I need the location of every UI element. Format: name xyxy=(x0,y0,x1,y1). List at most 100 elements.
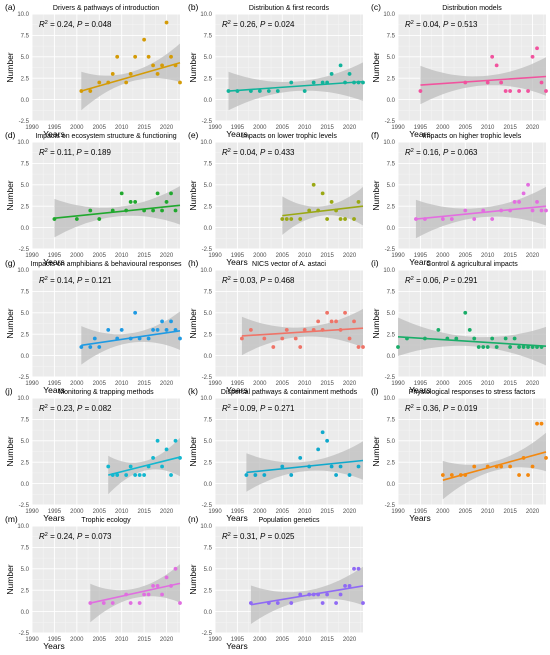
data-point xyxy=(343,217,347,221)
x-tick-label: 1990 xyxy=(25,637,39,643)
y-tick-label: 10.0 xyxy=(200,524,212,530)
x-tick-label: 2000 xyxy=(436,381,450,387)
y-tick-label: 7.5 xyxy=(21,34,30,40)
stats-annotation: R2 = 0.09, P = 0.271 xyxy=(222,404,295,413)
p-symbol: P xyxy=(260,532,266,541)
x-tick-label: 2015 xyxy=(320,509,334,515)
regression-line xyxy=(397,335,547,347)
r2-value: 0.31 xyxy=(240,532,256,541)
p-symbol: P xyxy=(77,20,83,29)
x-axis-label: Years xyxy=(226,513,247,523)
data-point xyxy=(88,89,93,93)
data-point xyxy=(146,336,151,341)
data-point xyxy=(316,447,321,452)
x-tick-label: 2000 xyxy=(253,381,267,387)
data-point xyxy=(539,421,544,426)
data-point xyxy=(128,601,133,605)
x-tick-label: 2015 xyxy=(137,381,151,387)
p-symbol: P xyxy=(77,276,83,285)
data-point xyxy=(347,584,352,588)
data-point xyxy=(128,72,133,76)
x-tick-label: 1990 xyxy=(25,381,39,387)
x-tick-label: 2015 xyxy=(320,637,334,643)
data-point xyxy=(155,328,160,332)
r2-equals: = xyxy=(48,20,57,29)
data-point xyxy=(244,473,249,477)
stats-annotation: R2 = 0.06, P = 0.291 xyxy=(405,276,478,285)
p-equals: = xyxy=(265,20,274,29)
panel-title: Impacts on lower trophic levels xyxy=(241,133,337,140)
stats-separator: , xyxy=(73,404,77,413)
y-tick-label: -2.5 xyxy=(202,247,213,253)
data-point xyxy=(137,601,142,605)
p-equals: = xyxy=(265,532,274,541)
data-point xyxy=(356,345,361,349)
x-tick-label: 2005 xyxy=(459,381,473,387)
y-tick-label: 5.0 xyxy=(204,439,213,445)
data-point xyxy=(320,191,325,196)
x-tick-label: 2010 xyxy=(298,381,312,387)
r2-equals: = xyxy=(48,404,57,413)
panel-title: Drivers & pathways of introduction xyxy=(53,5,159,12)
data-point xyxy=(298,592,303,597)
data-point xyxy=(503,336,508,341)
data-point xyxy=(133,310,138,315)
r2-superscript: 2 xyxy=(228,148,231,154)
r2-value: 0.36 xyxy=(423,404,439,413)
r2-symbol: R xyxy=(222,532,228,541)
x-tick-label: 2005 xyxy=(276,125,290,131)
x-tick-label: 2020 xyxy=(526,509,540,515)
data-point xyxy=(275,89,280,93)
y-tick-label: 7.5 xyxy=(21,418,30,424)
y-tick-label: 10.0 xyxy=(17,268,29,274)
data-point xyxy=(101,601,106,605)
data-point xyxy=(472,336,477,341)
data-point xyxy=(311,80,316,85)
y-tick-label: 0.0 xyxy=(21,226,30,232)
data-point xyxy=(160,208,164,213)
panel-title: Population genetics xyxy=(258,517,320,524)
y-tick-label: 7.5 xyxy=(387,418,396,424)
x-tick-label: 2015 xyxy=(137,637,151,643)
data-point xyxy=(414,217,418,221)
x-tick-label: 1990 xyxy=(208,381,222,387)
y-tick-label: 5.0 xyxy=(387,311,396,317)
x-tick-label: 2015 xyxy=(137,509,151,515)
data-point xyxy=(539,208,544,213)
data-point xyxy=(494,345,499,349)
panel-tag: (l) xyxy=(371,386,379,396)
r2-superscript: 2 xyxy=(411,148,414,154)
x-tick-label: 2010 xyxy=(298,125,312,131)
regression-line xyxy=(442,451,547,481)
x-tick-label: 2020 xyxy=(160,125,174,131)
data-point xyxy=(97,217,102,221)
data-point xyxy=(142,473,147,477)
stats-separator: , xyxy=(439,148,443,157)
data-point xyxy=(151,63,155,68)
y-tick-label: -2.5 xyxy=(19,119,30,125)
panel-title: Physiological responses to stress factor… xyxy=(409,389,536,396)
data-point xyxy=(467,328,472,332)
data-point xyxy=(347,336,352,341)
y-tick-label: -2.5 xyxy=(19,375,30,381)
x-tick-label: 2010 xyxy=(115,637,129,643)
x-tick-label: 1990 xyxy=(208,125,222,131)
data-point xyxy=(142,37,147,42)
p-symbol: P xyxy=(77,404,83,413)
data-point xyxy=(178,336,182,341)
x-tick-label: 2005 xyxy=(93,637,107,643)
data-point xyxy=(325,310,330,315)
data-point xyxy=(262,473,267,477)
x-tick-label: 2020 xyxy=(526,125,540,131)
p-value: 0.121 xyxy=(91,276,112,285)
r2-value: 0.04 xyxy=(423,20,439,29)
x-tick-label: 2010 xyxy=(115,509,129,515)
data-point xyxy=(284,328,289,332)
y-tick-label: 10.0 xyxy=(17,524,29,530)
y-tick-label: 5.0 xyxy=(21,439,30,445)
data-point xyxy=(128,200,133,204)
data-point xyxy=(133,473,138,477)
data-point xyxy=(151,584,155,588)
p-symbol: P xyxy=(260,20,266,29)
p-symbol: P xyxy=(443,20,449,29)
